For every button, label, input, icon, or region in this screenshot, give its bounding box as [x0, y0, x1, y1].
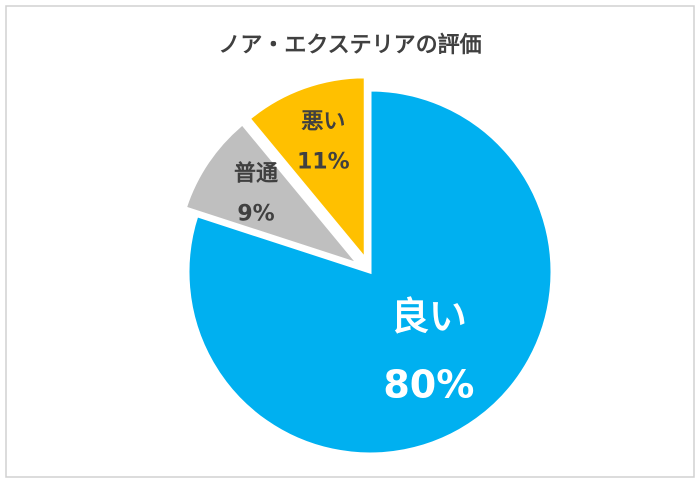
slice-category-label: 良い — [391, 294, 467, 338]
slice-category-label: 悪い — [301, 109, 345, 134]
pie-slice — [186, 88, 554, 456]
slice-category-label: 普通 — [234, 161, 278, 187]
slice-value-label: 11% — [297, 149, 350, 174]
pie-slice — [183, 121, 363, 268]
pie-slice — [247, 75, 367, 263]
slice-value-label: 9% — [237, 202, 274, 227]
slice-value-label: 80% — [383, 362, 474, 406]
chart-title: ノア・エクステリアの評価 — [218, 32, 481, 58]
